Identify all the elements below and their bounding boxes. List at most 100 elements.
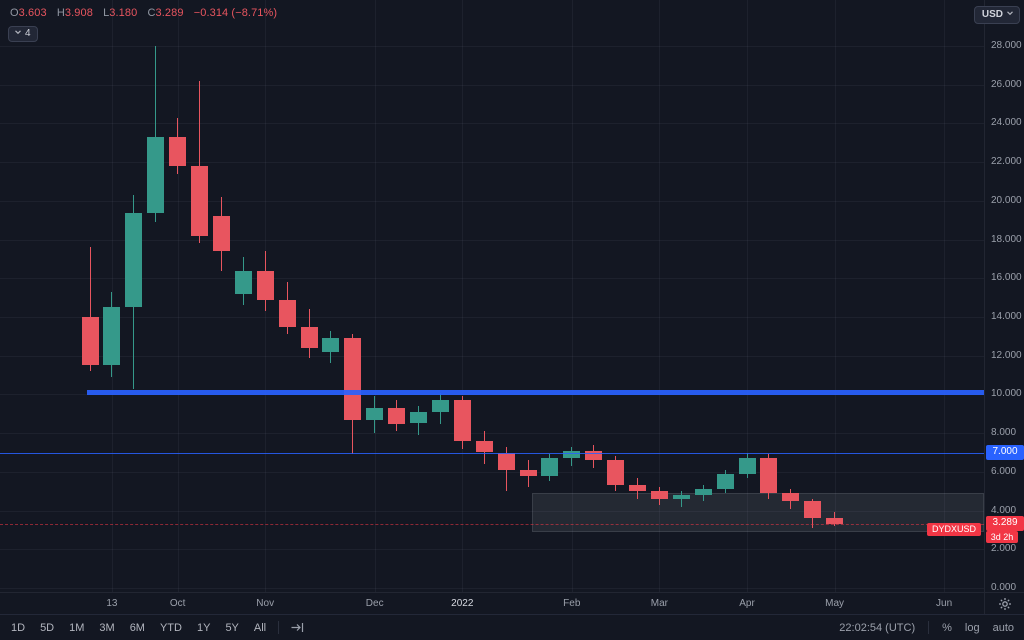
h-gridline: [0, 355, 984, 357]
settings-gear-icon[interactable]: [998, 597, 1012, 611]
time-tick-label: Oct: [169, 598, 186, 609]
candle-body: [147, 137, 165, 213]
price-axis[interactable]: 0.000 2.000 4.000 6.000 8.000 10.000 12.000 14.…: [984, 0, 1024, 593]
toolbar-divider: [278, 621, 280, 634]
h-gridline: [0, 433, 984, 435]
price-tick-label: 22.000: [991, 156, 1022, 168]
range-5d-button[interactable]: 5D: [40, 621, 55, 634]
low-value: 3.180: [109, 7, 138, 19]
currency-selector-button[interactable]: USD: [973, 6, 1020, 24]
range-5y-button[interactable]: 5Y: [225, 621, 239, 634]
go-to-date-icon[interactable]: [290, 620, 305, 635]
range-6m-button[interactable]: 6M: [129, 621, 145, 634]
hidden-series-count: 4: [25, 28, 31, 39]
candle-body: [388, 408, 406, 424]
v-gridline: [659, 0, 661, 592]
candle-body: [694, 489, 712, 496]
price-tick-label: 16.000: [991, 272, 1022, 284]
trading-chart-app: DYDXUSD 0.000 2.000 4.000 6.000 8.000 10.000 1…: [0, 0, 1024, 614]
legend-expand-button[interactable]: 4: [8, 26, 38, 42]
time-tick-label: Nov: [256, 598, 275, 609]
range-1d-button[interactable]: 1D: [11, 621, 26, 634]
chart-plot[interactable]: DYDXUSD: [0, 0, 984, 592]
v-gridline: [177, 0, 179, 592]
candle-body: [738, 458, 756, 474]
time-axis[interactable]: 13 Oct Nov Dec 2022 Feb Mar Apr May Jun: [0, 592, 984, 614]
alert-line: [0, 452, 984, 454]
h-gridline: [0, 471, 984, 473]
candle-body: [826, 518, 844, 525]
v-gridline: [834, 0, 836, 592]
range-ytd-button[interactable]: YTD: [159, 621, 182, 634]
time-tick-label: Feb: [563, 598, 581, 609]
v-gridline: [374, 0, 376, 592]
bottom-toolbar: 1D 5D 1M 3M 6M YTD 1Y 5Y All 22:02:54 (U…: [0, 614, 1024, 640]
candle-countdown-badge: 3d 2h: [986, 531, 1018, 544]
h-gridline: [0, 278, 984, 280]
price-tick-label: 18.000: [991, 233, 1022, 245]
candle-body: [607, 460, 625, 486]
v-gridline: [571, 0, 573, 592]
candle-body: [278, 299, 296, 327]
candle-body: [103, 307, 121, 366]
h-gridline: [0, 46, 984, 47]
candle-body: [804, 500, 822, 519]
last-price-badge: 3.289: [986, 516, 1024, 532]
time-tick-label: Mar: [650, 598, 669, 609]
price-tick-label: 12.000: [991, 349, 1022, 361]
candle-body: [519, 469, 537, 476]
candle-body: [410, 411, 427, 424]
price-tick-label: 24.000: [991, 117, 1022, 129]
alert-price-badge: 7.000: [986, 444, 1024, 460]
price-tick-label: 10.000: [991, 388, 1022, 400]
candle-body: [782, 493, 800, 501]
price-tick-label: 4.000: [991, 504, 1017, 516]
range-all-button[interactable]: All: [253, 621, 267, 634]
price-tick-label: 0.000: [991, 582, 1017, 593]
toolbar-right-group: 22:02:54 (UTC) % log auto: [839, 621, 1014, 634]
range-1y-button[interactable]: 1Y: [196, 621, 211, 634]
open-label: O: [10, 7, 19, 19]
auto-scale-button[interactable]: auto: [992, 621, 1014, 634]
price-tick-label: 2.000: [991, 543, 1017, 555]
log-scale-button[interactable]: log: [964, 621, 980, 634]
candle-body: [453, 400, 471, 441]
candle-body: [475, 440, 493, 453]
v-gridline: [462, 0, 464, 592]
high-label: H: [56, 7, 65, 19]
candle-body: [541, 458, 559, 476]
candle-body: [256, 270, 274, 300]
horizontal-ray-line: [87, 390, 984, 395]
chevron-down-icon: [14, 28, 22, 39]
toolbar-divider: [928, 621, 930, 634]
candle-body: [234, 270, 252, 294]
candle-body: [191, 166, 208, 236]
open-value: 3.603: [18, 7, 47, 19]
candle-wick: [89, 247, 91, 372]
candle-body: [431, 400, 449, 412]
price-tick-label: 6.000: [991, 465, 1017, 477]
h-gridline: [0, 84, 984, 86]
candle-body: [125, 212, 143, 308]
last-price-line: [0, 524, 984, 526]
chevron-down-icon: [1006, 9, 1014, 20]
range-1m-button[interactable]: 1M: [69, 621, 85, 634]
low-label: L: [103, 7, 110, 19]
time-tick-label: 13: [106, 598, 118, 609]
h-gridline: [0, 239, 984, 241]
candle-body: [497, 452, 515, 470]
clock-utc-button[interactable]: 22:02:54 (UTC): [839, 621, 916, 634]
range-selector: 1D 5D 1M 3M 6M YTD 1Y 5Y All: [10, 620, 267, 636]
candle-body: [300, 326, 318, 348]
candle-body: [629, 485, 646, 492]
close-label: C: [147, 7, 156, 19]
candle-body: [169, 137, 187, 166]
high-value: 3.908: [64, 7, 93, 19]
h-gridline: [0, 549, 984, 551]
percent-scale-button[interactable]: %: [942, 621, 952, 634]
axis-settings-corner[interactable]: [984, 592, 1024, 614]
currency-label: USD: [981, 9, 1003, 20]
range-3m-button[interactable]: 3M: [99, 621, 115, 634]
v-gridline: [747, 0, 748, 592]
candle-wick: [155, 46, 157, 223]
